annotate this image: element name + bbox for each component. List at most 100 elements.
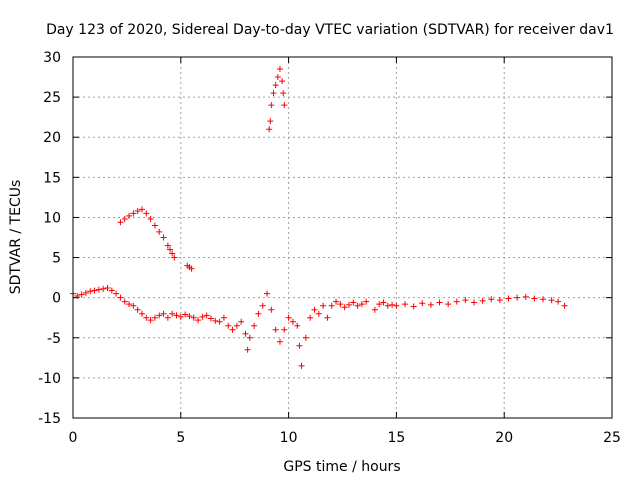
data-point — [276, 66, 283, 73]
data-point — [289, 318, 296, 325]
data-point — [156, 228, 163, 235]
x-axis-tick-labels: 0 5 10 15 20 25 — [69, 430, 621, 446]
data-point — [302, 334, 309, 341]
x-tick-label: 20 — [495, 430, 513, 446]
data-point — [281, 102, 288, 109]
data-point — [233, 322, 240, 329]
y-tick-label: 10 — [43, 210, 61, 226]
data-point — [259, 302, 266, 309]
data-point — [264, 290, 271, 297]
y-axis-label: SDTVAR / TECUs — [8, 180, 24, 295]
data-point — [471, 299, 478, 306]
data-point — [333, 298, 340, 305]
data-point — [384, 302, 391, 309]
data-point — [354, 302, 361, 309]
data-points — [70, 66, 568, 369]
data-point — [296, 342, 303, 349]
y-tick-label: 25 — [43, 90, 61, 106]
x-tick-label: 5 — [176, 430, 185, 446]
y-tick-label: -15 — [38, 411, 61, 427]
y-tick-label: 15 — [43, 170, 61, 186]
data-point — [496, 297, 503, 304]
data-point — [479, 297, 486, 304]
data-point — [188, 265, 195, 272]
data-point — [134, 208, 141, 215]
data-point — [91, 287, 98, 294]
data-point — [113, 290, 120, 297]
data-point — [337, 301, 344, 308]
data-point — [371, 306, 378, 313]
data-point — [156, 312, 163, 319]
data-point — [143, 314, 150, 321]
chart-title: Day 123 of 2020, Sidereal Day-to-day VTE… — [46, 22, 614, 38]
data-point — [267, 118, 274, 125]
data-point — [268, 306, 275, 313]
data-point — [561, 302, 568, 309]
data-point — [199, 313, 206, 320]
data-point — [328, 302, 335, 309]
x-tick-label: 10 — [280, 430, 298, 446]
data-point — [272, 82, 279, 89]
data-point — [389, 301, 396, 308]
data-point — [177, 313, 184, 320]
data-point — [130, 210, 137, 217]
data-point — [320, 302, 327, 309]
data-point — [169, 250, 176, 257]
data-point — [251, 322, 258, 329]
data-point — [311, 306, 318, 313]
data-point — [126, 212, 133, 219]
data-point — [100, 285, 107, 292]
y-tick-label: 30 — [43, 50, 61, 66]
data-point — [268, 102, 275, 109]
y-tick-label: 5 — [52, 251, 61, 267]
data-point — [164, 314, 171, 321]
data-point — [82, 289, 89, 296]
data-point — [117, 219, 124, 226]
data-point — [87, 288, 94, 295]
data-point — [238, 318, 245, 325]
data-point — [216, 318, 223, 325]
data-point — [266, 126, 273, 133]
data-point — [488, 296, 495, 303]
x-tick-label: 25 — [603, 430, 621, 446]
data-point — [280, 90, 287, 97]
data-point — [182, 311, 189, 318]
data-point — [315, 310, 322, 317]
data-point — [294, 322, 301, 329]
data-point — [376, 301, 383, 308]
data-point — [173, 312, 180, 319]
data-point — [279, 78, 286, 85]
data-point — [130, 302, 137, 309]
data-point — [246, 334, 253, 341]
grid-lines — [73, 57, 612, 418]
data-point — [393, 302, 400, 309]
data-point — [427, 301, 434, 308]
data-point — [171, 254, 178, 261]
data-point — [225, 322, 232, 329]
data-point — [358, 301, 365, 308]
data-point — [324, 314, 331, 321]
data-point — [341, 304, 348, 311]
data-point — [272, 326, 279, 333]
data-point — [167, 246, 174, 253]
data-point — [143, 210, 150, 217]
data-point — [74, 293, 81, 300]
data-point — [540, 296, 547, 303]
data-point — [121, 216, 128, 223]
data-point — [117, 294, 124, 301]
x-axis-label: GPS time / hours — [283, 459, 400, 475]
data-point — [164, 242, 171, 249]
x-tick-label: 0 — [69, 430, 78, 446]
y-tick-label: 0 — [52, 291, 61, 307]
data-point — [436, 299, 443, 306]
y-tick-label: -5 — [47, 331, 61, 347]
data-point — [207, 315, 214, 322]
data-point — [281, 326, 288, 333]
y-tick-label: 20 — [43, 130, 61, 146]
data-point — [462, 297, 469, 304]
data-point — [345, 301, 352, 308]
data-point — [151, 314, 158, 321]
data-point — [138, 310, 145, 317]
